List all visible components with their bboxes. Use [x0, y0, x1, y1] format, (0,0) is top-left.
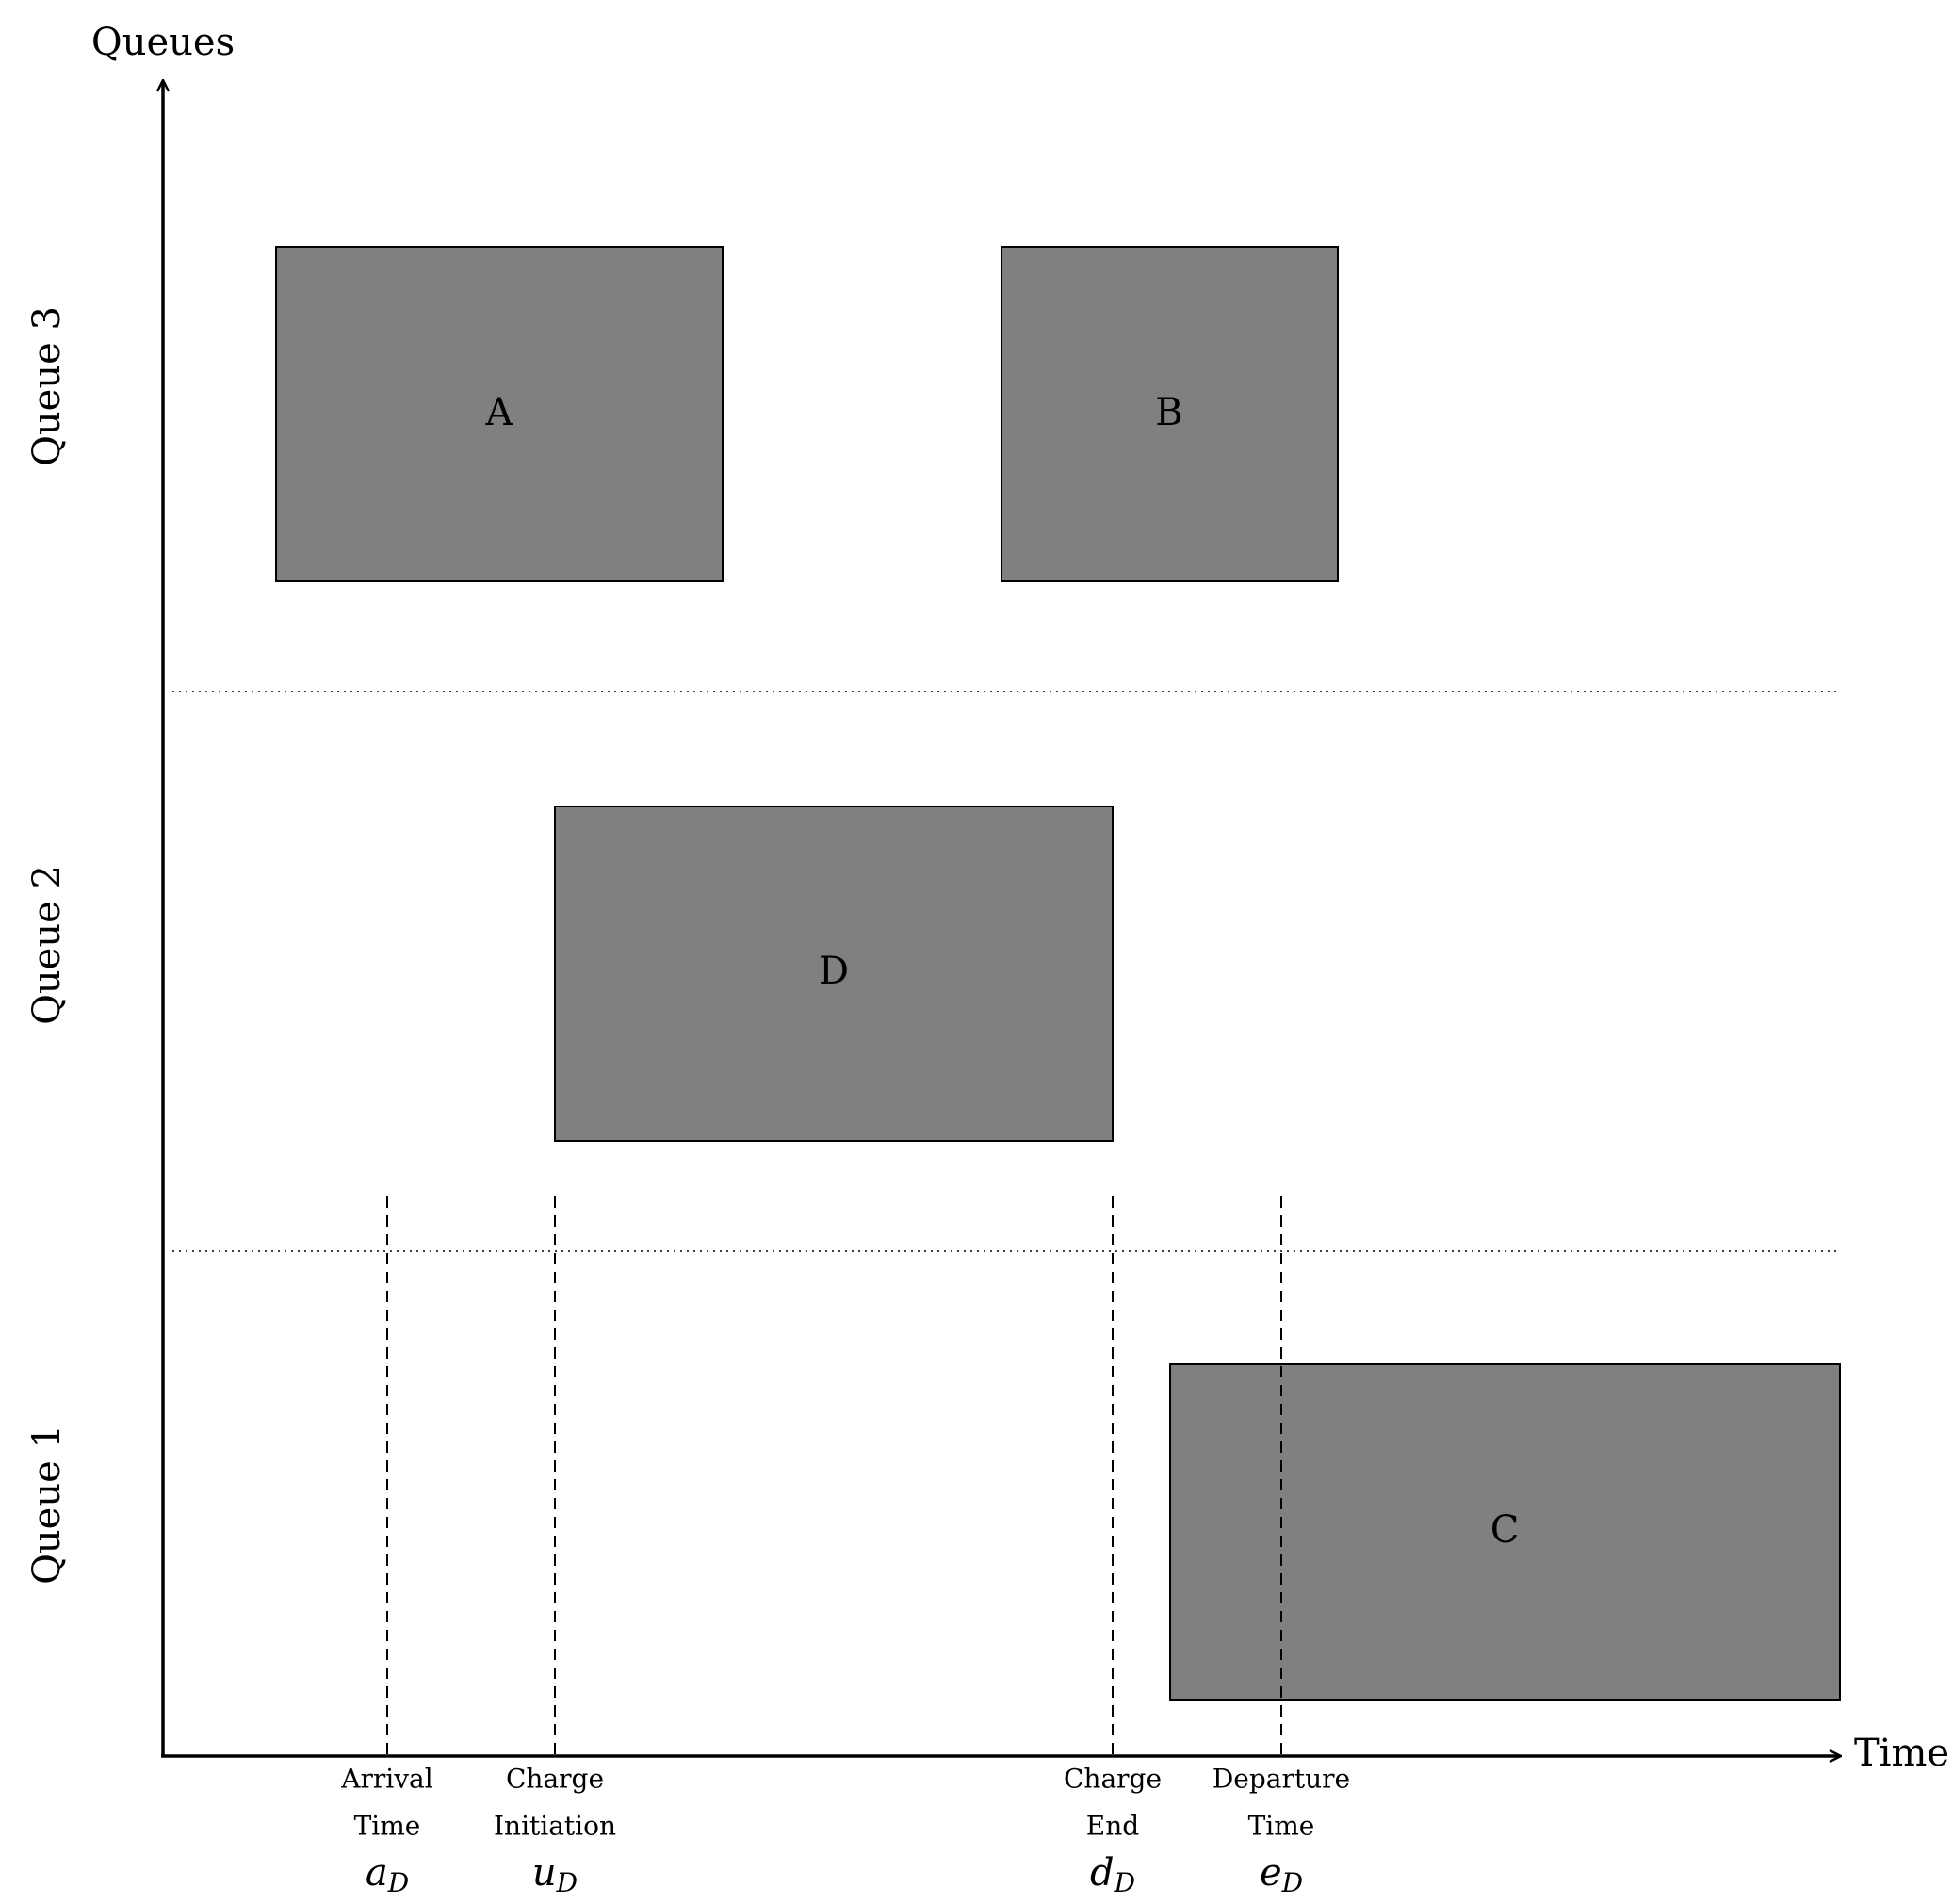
- task-label-a: A: [485, 391, 514, 434]
- x-axis-label: Time: [1854, 1732, 1949, 1775]
- marker-label-line1: Charge: [1064, 1764, 1162, 1795]
- marker-label-line1: Charge: [506, 1764, 604, 1795]
- marker-label-arrival: Arrival Time aD: [340, 1764, 432, 1898]
- task-block-c: [1169, 1363, 1841, 1701]
- marker-label-line2: Time: [1248, 1811, 1315, 1842]
- y-axis-label: Queues: [91, 21, 235, 64]
- task-label-d: D: [819, 950, 849, 993]
- marker-symbol: uD: [532, 1851, 578, 1898]
- marker-symbol: eD: [1260, 1851, 1303, 1898]
- marker-label-charge-initiation: Charge Initiation uD: [494, 1764, 616, 1898]
- queue-label-1: Queue 1: [25, 1424, 69, 1585]
- task-block-a: [275, 246, 724, 582]
- marker-label-departure: Departure Time eD: [1212, 1764, 1350, 1898]
- marker-symbol: dD: [1090, 1851, 1135, 1898]
- marker-label-line2: Time: [354, 1811, 421, 1842]
- marker-label-line1: Departure: [1212, 1764, 1350, 1795]
- marker-symbol: aD: [366, 1851, 409, 1898]
- queue-label-3: Queue 3: [25, 306, 69, 466]
- marker-label-line1: Arrival: [340, 1764, 432, 1795]
- task-label-c: C: [1490, 1508, 1520, 1552]
- marker-label-line2: Initiation: [494, 1811, 616, 1842]
- marker-label-line2: End: [1086, 1811, 1139, 1842]
- queue-label-2: Queue 2: [25, 865, 69, 1025]
- task-label-b: B: [1155, 391, 1182, 434]
- task-block-d: [554, 806, 1114, 1142]
- marker-label-charge-end: Charge End dD: [1064, 1764, 1162, 1898]
- task-block-b: [1001, 246, 1339, 582]
